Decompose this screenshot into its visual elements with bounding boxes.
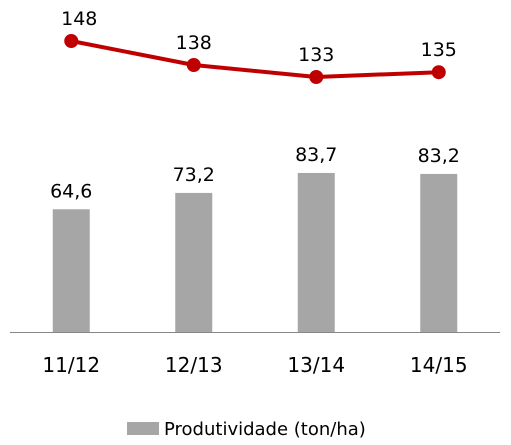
bar-value-label: 83,2: [418, 145, 460, 167]
line-value-label: 138: [176, 32, 212, 54]
x-tick-label: 14/15: [410, 353, 468, 377]
bar-series: [52, 172, 458, 332]
line-series: [64, 34, 446, 84]
line-value-label: 148: [61, 8, 97, 30]
line-point-11-12: [64, 34, 79, 48]
line-value-label: 135: [421, 39, 457, 61]
bar-data-labels: 64,6 73,2 83,7 83,2: [50, 144, 460, 202]
bar-value-label: 64,6: [50, 180, 92, 202]
x-tick-labels: 11/12 12/13 13/14 14/15: [42, 353, 467, 377]
line-path: [70, 39, 439, 79]
x-tick-label: 11/12: [42, 353, 100, 377]
line-data-labels: 148 138 133 135: [61, 8, 457, 66]
legend: Produtividade (ton/ha): [127, 419, 366, 440]
legend-label-produtividade: Produtividade (ton/ha): [164, 419, 366, 440]
x-tick-label: 12/13: [165, 353, 223, 377]
bar-12-13: [175, 192, 213, 332]
bar-13-14: [297, 172, 335, 332]
line-point-12-13: [186, 58, 201, 72]
line-point-13-14: [309, 70, 324, 84]
bar-value-label: 83,7: [295, 144, 337, 166]
line-value-label: 133: [298, 44, 334, 66]
line-point-14-15: [431, 65, 446, 80]
bar-14-15: [420, 173, 458, 332]
x-tick-label: 13/14: [287, 353, 345, 377]
legend-swatch-produtividade: [127, 422, 159, 435]
bar-value-label: 73,2: [173, 164, 215, 186]
bar-11-12: [52, 209, 90, 332]
